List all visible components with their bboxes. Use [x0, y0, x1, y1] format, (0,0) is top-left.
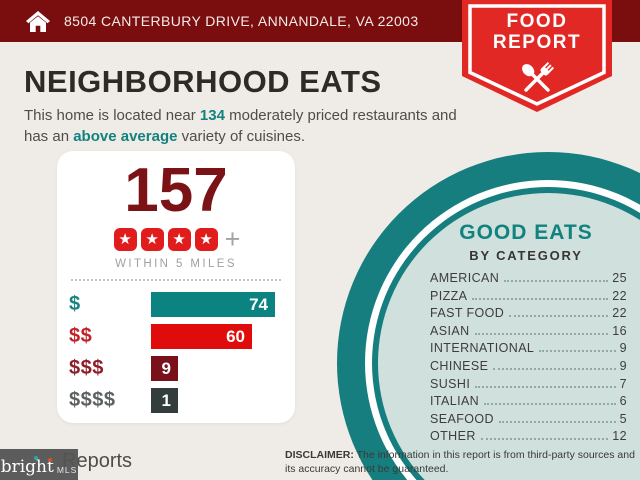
category-count: 25 [612, 271, 627, 285]
category-count: 22 [612, 288, 627, 303]
category-count: 16 [612, 323, 627, 338]
bar-row: $$$ 9 [57, 356, 295, 381]
category-count: 5 [619, 411, 627, 426]
price-level-label: $$ [69, 325, 93, 347]
dotted-leader [498, 420, 616, 423]
radius-label: WITHIN 5 MILES [115, 258, 237, 270]
star-icon: ★ [140, 228, 164, 251]
category-count: 9 [619, 341, 627, 356]
price-level-label: $$$ [69, 357, 104, 379]
brand-name: bright [0, 456, 54, 477]
intro-mid: moderately priced restaurants and has an [24, 107, 457, 145]
category-list: AMERICAN 25 PIZZA 22 FAST FOOD 22 ASIAN 16 INTER… [430, 271, 627, 447]
bar-row: $$$$ 1 [57, 388, 295, 413]
star-icon: ★ [167, 228, 191, 251]
good-eats-subtitle: BY CATEGORY [469, 248, 583, 263]
category-name: CHINESE [430, 358, 489, 373]
category-row: PIZZA 22 [430, 289, 627, 307]
variety-highlight: above average [73, 128, 178, 145]
intro-post: variety of cuisines. [177, 128, 306, 145]
bar-row: $74 [57, 292, 295, 317]
category-row: SUSHI 7 [430, 377, 627, 395]
category-name: ITALIAN [430, 394, 480, 409]
dotted-leader [475, 385, 616, 388]
brand-teal-dot-icon [33, 456, 38, 460]
intro-pre: This home is located near [24, 107, 200, 124]
dotted-leader [504, 280, 609, 282]
category-row: OTHER 12 [430, 429, 627, 447]
property-address: 8504 CANTERBURY DRIVE, ANNANDALE, VA 220… [64, 13, 419, 29]
dotted-leader [509, 315, 609, 318]
category-row: CHINESE 9 [430, 359, 627, 377]
total-restaurants: 157 [124, 156, 228, 225]
category-name: PIZZA [430, 288, 468, 303]
category-count: 7 [619, 376, 627, 391]
disclaimer-text: DISCLAIMER: The information in this repo… [285, 449, 635, 475]
dotted-leader [539, 350, 616, 353]
star-icon: ★ [113, 228, 137, 251]
category-name: SEAFOOD [430, 411, 494, 426]
dotted-leader [480, 438, 609, 441]
rating-stars: ★ ★ ★ ★ + [57, 224, 295, 254]
spoon-fork-icon [522, 61, 555, 92]
category-row: FAST FOOD 22 [430, 306, 627, 324]
category-row: AMERICAN 25 [430, 271, 627, 289]
category-row: ASIAN 16 [430, 324, 627, 342]
page-title: NEIGHBORHOOD EATS [24, 64, 382, 99]
bar-row: $$ 60 [57, 324, 295, 349]
brand-suffix: MLS [56, 465, 78, 475]
star-icon: ★ [194, 228, 218, 251]
bar: 9 [151, 356, 178, 381]
intro-text: This home is located near 134 moderately… [24, 105, 474, 147]
category-count: 6 [619, 394, 627, 409]
category-name: OTHER [430, 429, 476, 444]
bar: 1 [151, 388, 178, 413]
badge-title-line2: REPORT [492, 32, 582, 53]
category-row: INTERNATIONAL 9 [430, 341, 627, 359]
category-count: 22 [612, 306, 627, 321]
badge-title-line1: FOOD [506, 11, 568, 32]
category-count: 12 [612, 429, 627, 444]
disclaimer-label: DISCLAIMER: [285, 449, 354, 461]
category-row: ITALIAN 6 [430, 394, 627, 412]
category-row: SEAFOOD 5 [430, 412, 627, 430]
brightmls-logo: bright MLS [0, 449, 78, 480]
bar: 60 [151, 324, 252, 349]
dotted-leader [474, 332, 609, 335]
price-level-label: $ [69, 293, 81, 315]
dotted-separator [71, 279, 281, 281]
category-name: INTERNATIONAL [430, 341, 535, 356]
category-name: ASIAN [430, 323, 470, 338]
summary-card: 157 ★ ★ ★ ★ + WITHIN 5 MILES $74 $$ 60 $$$ 9 $$$$… [57, 151, 295, 423]
restaurant-count: 134 [199, 107, 225, 124]
dotted-leader [484, 403, 616, 406]
category-count: 9 [619, 358, 627, 373]
ribbon-shape [462, 0, 612, 112]
brand-orange-dot-icon [47, 458, 52, 462]
reports-label: Reports [62, 450, 133, 472]
dotted-leader [472, 297, 609, 300]
category-name: SUSHI [430, 376, 471, 391]
dotted-leader [493, 367, 616, 370]
category-name: FAST FOOD [430, 306, 505, 321]
bar: 74 [151, 292, 275, 317]
good-eats-heading: GOOD EATS BY CATEGORY [420, 221, 632, 263]
price-level-label: $$$$ [69, 389, 116, 411]
plus-icon: + [224, 224, 241, 254]
category-name: AMERICAN [430, 271, 500, 285]
home-icon [26, 10, 50, 32]
price-bar-chart: $74 $$ 60 $$$ 9 $$$$ 1 [57, 292, 295, 413]
good-eats-title: GOOD EATS [459, 221, 593, 244]
food-report-badge: FOOD REPORT [462, 0, 612, 112]
